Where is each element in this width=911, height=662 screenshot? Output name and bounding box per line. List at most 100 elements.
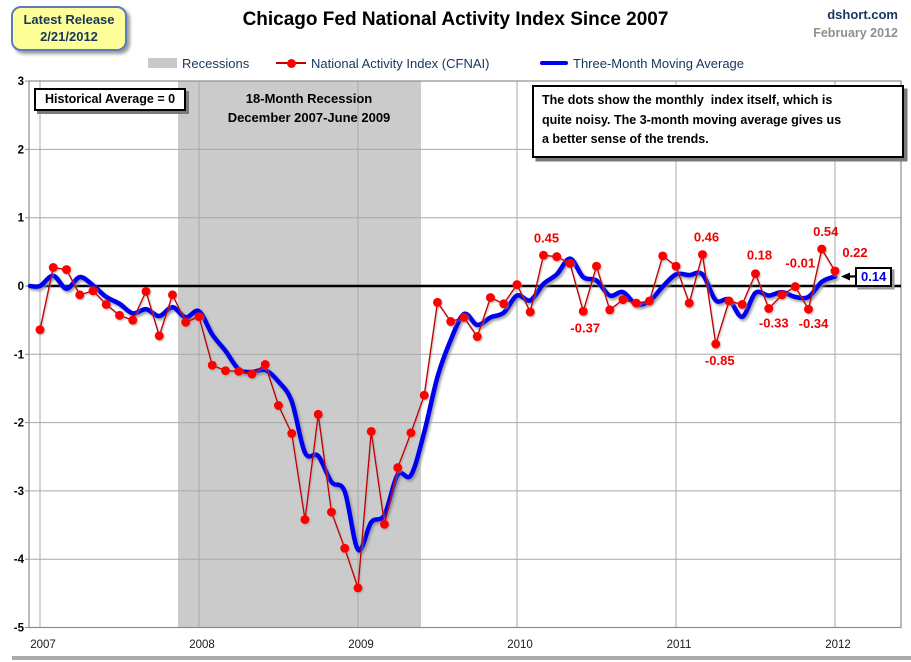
cfnai-dot [247,369,257,379]
cfnai-dot [830,266,840,276]
cfnai-dot [419,390,429,400]
note-line1: The dots show the monthly index itself, … [542,93,833,107]
cfnai-dot [552,252,562,262]
chart-date: February 2012 [813,26,898,40]
cfnai-dot [446,317,456,327]
ma3-line-swatch-icon [540,60,568,66]
svg-text:-2: -2 [14,418,24,430]
cfnai-dot [512,280,522,290]
point-label: 0.46 [694,230,719,245]
svg-text:2009: 2009 [348,639,374,651]
legend-item-recessions: Recessions [148,55,249,71]
gridlines [29,81,901,628]
svg-text:-3: -3 [14,486,24,498]
latest-ma-callout: 0.14 [855,267,893,287]
cfnai-dot [499,299,509,309]
legend-item-ma3: Three-Month Moving Average [540,55,744,71]
svg-text:1: 1 [18,213,25,225]
recession-band-label-line1: 18-Month Recession [245,91,373,106]
legend-label-cfnai: National Activity Index (CFNAI) [311,55,490,71]
legend-label-ma3: Three-Month Moving Average [573,55,745,71]
legend-label-recessions: Recessions [182,55,250,71]
note-line3: a better sense of the trends. [542,132,709,146]
point-label: 0.18 [747,248,772,263]
svg-text:-4: -4 [14,554,25,566]
svg-text:2012: 2012 [825,639,851,651]
cfnai-dot [62,265,71,275]
cfnai-dot [751,269,760,279]
svg-text:0: 0 [18,281,24,293]
cfnai-dot [525,307,535,317]
point-label: -0.33 [759,316,789,331]
historical-average-note: Historical Average = 0 [34,88,187,111]
svg-text:-1: -1 [14,349,25,361]
cfnai-dot [486,293,495,303]
cfnai-dot [115,310,124,320]
ma3-line [27,256,838,553]
svg-text:2008: 2008 [189,639,215,651]
cfnai-dot [234,366,244,376]
cfnai-dot [168,290,177,300]
cfnai-dot [764,304,774,314]
cfnai-dot [711,339,721,349]
cfnai-dot [75,290,85,300]
latest-release-label: Latest Release [23,12,115,27]
cfnai-dot [605,305,615,315]
cfnai-dot [35,325,45,335]
point-label: 0.45 [534,230,559,245]
cfnai-dot [565,258,575,268]
cfnai-dot [804,304,813,314]
latest-release-badge: Latest Release 2/21/2012 [11,6,127,51]
cfnai-dot [101,299,111,309]
cfnai-dot [472,332,482,342]
cfnai-dot [631,298,641,308]
cfnai-dot [327,507,336,517]
point-label: 0.22 [842,245,867,260]
cfnai-dot [406,428,416,438]
cfnai-dot [790,282,800,292]
cfnai-dot [433,297,442,307]
cfnai-dot [313,409,323,419]
cfnai-dot [366,426,376,436]
svg-text:2010: 2010 [507,639,533,651]
note-box: The dots show the monthly index itself, … [532,85,904,158]
cfnai-dot [287,429,297,439]
cfnai-dot [353,583,363,593]
cfnai-dot [207,360,217,370]
cfnai-dot [194,312,204,322]
svg-text:3: 3 [18,76,24,88]
point-label: -0.34 [799,316,829,331]
point-label: 0.54 [813,224,839,239]
svg-text:2: 2 [18,144,24,156]
cfnai-dot [724,296,734,306]
cfnai-dot [260,360,270,370]
cfnai-dot [737,299,747,309]
source-text: dshort.com [827,7,898,22]
x-axis-labels: 2007 2008 2009 2010 2011 2012 [30,639,851,651]
cfnai-dot [393,463,403,473]
cfnai-line-dot-swatch-icon [276,58,306,68]
note-line2: quite noisy. The 3-month moving average … [542,112,842,127]
cfnai-dot [221,366,230,376]
point-label: -0.01 [785,256,815,271]
recession-swatch-icon [148,58,177,68]
cfnai-dot [698,250,707,260]
cfnai-dot [380,519,389,529]
cfnai-dot [88,286,98,296]
y-axis-labels: 3 2 1 0 -1 -2 -3 -4 -5 [14,76,25,634]
cfnai-dot [777,290,787,300]
cfnai-dot [592,261,601,271]
cfnai-dot [459,312,469,322]
page-title: Chicago Fed National Activity Index Sinc… [242,9,669,30]
cfnai-series [35,244,840,593]
cfnai-dot [539,250,548,260]
cfnai-dot [658,251,668,261]
cfnai-dot [128,315,138,325]
cfnai-dot [181,317,191,327]
recession-band-label-line2: December 2007-June 2009 [227,110,391,125]
cfnai-dot [684,298,694,308]
cfnai-dot [154,331,164,341]
cfnai-dot [645,296,654,306]
